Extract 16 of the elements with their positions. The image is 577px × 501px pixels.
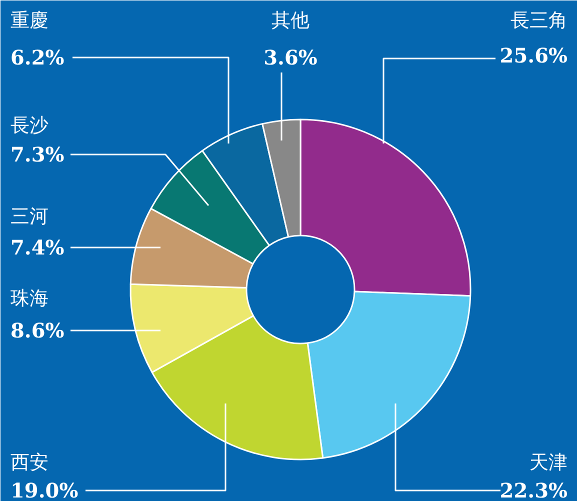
slice-label: 天津	[530, 452, 568, 474]
data-label: 8.6%	[10, 318, 64, 342]
slice-label: 珠海	[10, 288, 48, 310]
data-label: 19.0%	[10, 478, 78, 501]
slice-label: 長三角	[510, 10, 568, 32]
data-label: 7.3%	[10, 142, 64, 166]
data-label: 3.6%	[264, 46, 318, 70]
slice-label: 重慶	[10, 10, 48, 32]
slice-label: 西安	[10, 452, 48, 474]
slice-label: 其他	[272, 10, 310, 32]
slice-label: 三河	[10, 206, 48, 228]
data-label: 25.6%	[500, 44, 568, 68]
data-label: 7.4%	[10, 236, 64, 260]
slice-label: 長沙	[10, 114, 48, 136]
data-label: 6.2%	[10, 46, 64, 70]
data-label: 22.3%	[500, 478, 568, 501]
